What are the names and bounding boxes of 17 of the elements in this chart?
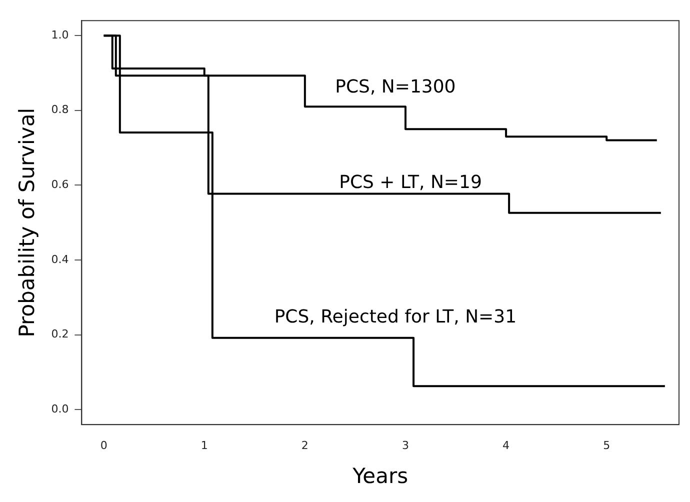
y-tick-label: 0.2 <box>51 328 69 341</box>
x-tick-label: 2 <box>301 439 308 452</box>
y-tick-label: 0.6 <box>51 178 69 192</box>
x-tick-label: 5 <box>603 439 610 452</box>
y-tick-label: 0.8 <box>51 103 69 116</box>
x-tick-label: 3 <box>402 439 409 452</box>
y-tick-label: 0.0 <box>51 402 69 416</box>
y-axis-title: Probability of Survival <box>15 108 40 338</box>
x-tick-label: 4 <box>502 439 510 452</box>
x-tick-label: 1 <box>200 439 208 452</box>
y-tick-label: 1.0 <box>51 28 69 42</box>
series-label: PCS, Rejected for LT, N=31 <box>274 306 517 328</box>
series-label: PCS + LT, N=19 <box>339 172 482 193</box>
x-axis-title: Years <box>352 464 408 488</box>
x-tick-label: 0 <box>100 439 108 452</box>
series-label: PCS, N=1300 <box>335 76 456 98</box>
y-tick-label: 0.4 <box>51 252 69 266</box>
